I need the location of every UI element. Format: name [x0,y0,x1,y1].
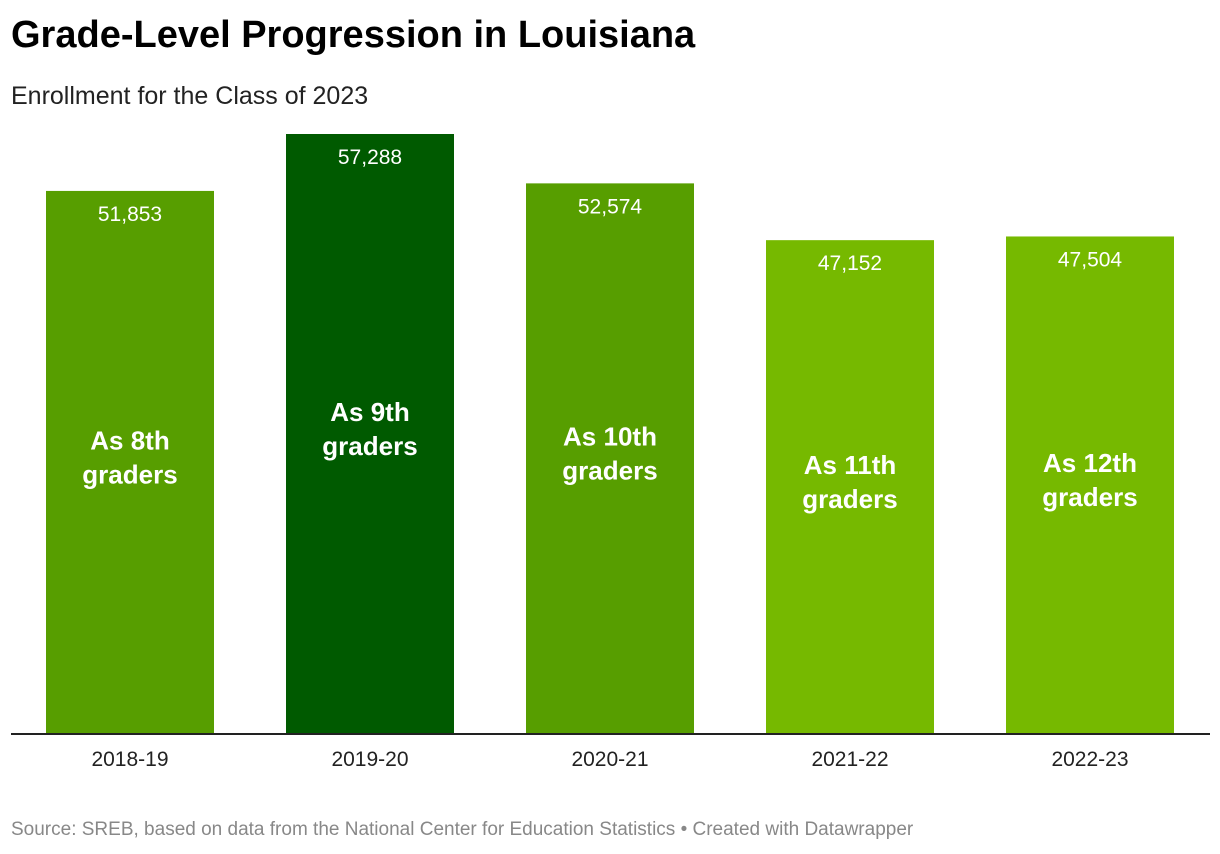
x-tick-label: 2022-23 [1051,748,1128,771]
chart-subtitle: Enrollment for the Class of 2023 [11,82,369,110]
value-label: 47,152 [818,252,882,275]
bar-2020-21 [526,183,694,735]
bar-grade-label: graders [82,459,177,489]
bar-grade-label: graders [1042,482,1137,512]
bar-grade-label: graders [802,484,897,514]
source-note: Source: SREB, based on data from the Nat… [11,819,914,840]
x-tick-label: 2020-21 [571,748,648,771]
x-axis-ticks: 2018-19 2019-20 2020-21 2021-22 2022-23 [91,748,1128,771]
bar-grade-label: As 12th [1043,448,1137,478]
x-tick-label: 2021-22 [811,748,888,771]
bar-2021-22 [766,240,934,734]
x-tick-label: 2018-19 [91,748,168,771]
bar-2019-20 [286,134,454,734]
bar-grade-label: As 9th [330,397,409,427]
value-label: 52,574 [578,195,643,218]
value-label: 57,288 [338,146,402,169]
bar-2022-23 [1006,236,1174,734]
value-label: 47,504 [1058,248,1123,271]
value-label: 51,853 [98,203,162,226]
x-tick-label: 2019-20 [331,748,408,771]
bar-grade-label: graders [322,431,417,461]
chart-title: Grade-Level Progression in Louisiana [11,14,696,56]
bar-2018-19 [46,190,214,734]
bar-grade-label: As 11th [804,450,897,480]
bar-grade-label: As 10th [563,422,657,452]
bar-grade-label: graders [562,456,657,486]
bars-group: 51,853 As 8th graders 57,288 As 9th graders 52… [46,134,1174,735]
bar-grade-label: As 8th [90,425,169,455]
